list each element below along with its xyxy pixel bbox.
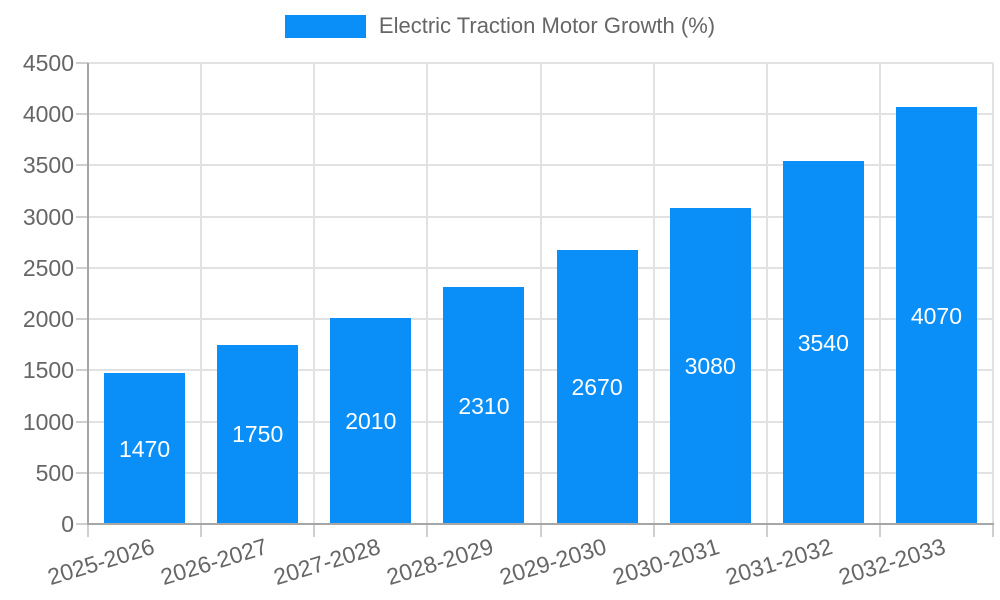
chart-legend[interactable]: Electric Traction Motor Growth (%) (0, 0, 1000, 52)
y-axis-tick (76, 113, 88, 116)
y-axis-tick-label: 1000 (22, 408, 74, 435)
y-axis-tick-label: 0 (61, 511, 74, 537)
legend-label: Electric Traction Motor Growth (%) (378, 13, 716, 38)
y-axis-tick (76, 266, 88, 269)
v-gridline (765, 63, 768, 524)
y-axis-tick-label: 2500 (22, 254, 74, 281)
x-axis-tick (539, 524, 542, 537)
bar-2028-2029[interactable] (443, 287, 525, 524)
y-axis-line (87, 63, 89, 525)
y-axis-tick-label: 4500 (22, 50, 74, 76)
bar-2032-2033[interactable] (895, 107, 977, 524)
x-axis-tick (313, 524, 316, 537)
v-gridline (313, 63, 316, 524)
x-axis-tick (765, 524, 768, 537)
bar-2029-2030[interactable] (556, 250, 638, 524)
bar-2027-2028[interactable] (330, 318, 412, 524)
x-axis-tick-label: 2026-2027 (157, 533, 270, 591)
bar-value-label: 3080 (684, 353, 736, 380)
x-axis-tick (992, 524, 994, 537)
y-axis-tick (76, 369, 88, 372)
y-axis-tick (76, 471, 88, 474)
y-axis-tick-label: 4000 (22, 101, 74, 128)
y-axis-tick (76, 318, 88, 321)
y-axis-tick (76, 164, 88, 167)
x-axis-tick (426, 524, 429, 537)
y-axis-tick-label: 500 (35, 459, 74, 486)
y-axis-tick-label: 2000 (22, 306, 74, 333)
x-axis-tick (87, 524, 89, 537)
x-axis-tick-label: 2029-2030 (496, 533, 610, 591)
x-axis-tick (200, 524, 203, 537)
x-axis-tick-label: 2028-2029 (383, 533, 497, 591)
bar-value-label: 4070 (910, 302, 963, 329)
bar-2025-2026[interactable] (104, 373, 186, 524)
bar-value-label: 1470 (118, 435, 171, 462)
v-gridline (200, 63, 203, 524)
bar-value-label: 2010 (345, 408, 397, 435)
x-axis-tick (878, 524, 881, 537)
v-gridline (426, 63, 429, 524)
bar-2031-2032[interactable] (782, 161, 864, 524)
x-axis-tick-label: 2027-2028 (270, 533, 384, 591)
y-axis-tick (76, 420, 88, 423)
x-axis-tick-label: 2025-2026 (44, 533, 157, 591)
y-axis-tick-label: 3500 (22, 152, 74, 179)
v-gridline (539, 63, 542, 524)
bar-value-label: 2670 (571, 374, 623, 401)
x-axis-tick-label: 2030-2031 (609, 533, 723, 591)
bar-2026-2027[interactable] (217, 344, 299, 524)
v-gridline (652, 63, 655, 524)
legend-swatch-icon (284, 14, 366, 38)
bar-value-label: 1750 (232, 421, 284, 448)
y-axis-tick (76, 215, 88, 218)
y-axis-tick-label: 1500 (22, 357, 74, 384)
bar-2030-2031[interactable] (669, 208, 751, 524)
y-axis-tick (76, 523, 88, 525)
x-axis-tick-label: 2031-2032 (722, 533, 836, 591)
y-axis-tick-label: 3000 (22, 203, 74, 230)
x-axis-tick (652, 524, 655, 537)
bar-value-label: 3540 (797, 329, 849, 356)
x-axis-line (87, 523, 994, 525)
bar-value-label: 2310 (458, 392, 510, 419)
y-axis-tick (76, 62, 88, 64)
v-gridline (878, 63, 881, 524)
v-gridline (992, 63, 994, 524)
x-axis-tick-label: 2032-2033 (835, 533, 949, 591)
